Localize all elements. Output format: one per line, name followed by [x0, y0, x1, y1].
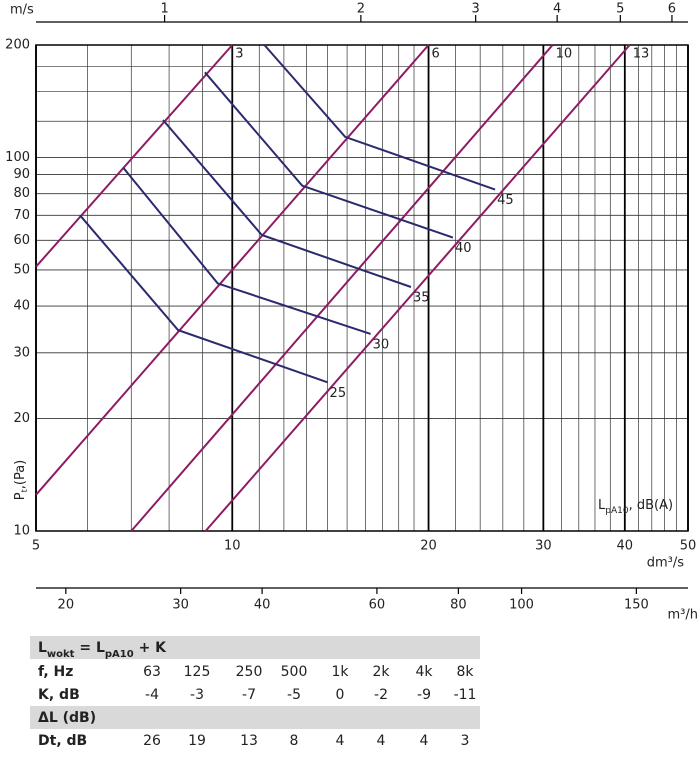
x-tick-label: 10 — [224, 539, 241, 554]
table-row-label: f, Hz — [38, 664, 73, 680]
sound-line — [263, 44, 496, 191]
sound-legend-part: pA10 — [605, 506, 629, 516]
velocity-line — [35, 44, 234, 268]
sound-label: 25 — [330, 386, 347, 401]
sound-label: 40 — [455, 241, 472, 256]
bottom-tick-label: 40 — [254, 598, 271, 613]
y-tick-label: 200 — [5, 38, 30, 53]
table-formula-part: + K — [134, 640, 167, 656]
table-formula-part: = L — [74, 640, 104, 656]
bottom-tick-label: 30 — [172, 598, 189, 613]
table-cell: 4 — [377, 733, 386, 749]
x-tick-label: 20 — [420, 539, 437, 554]
table-cell: 4 — [336, 733, 345, 749]
table-section: ΔL (dB) — [38, 710, 96, 726]
table-cell: -4 — [145, 687, 159, 703]
sound-line — [122, 166, 371, 335]
top-axis-label: m/s — [10, 3, 34, 18]
sound-label: 30 — [373, 337, 390, 352]
velocity-label: 3 — [235, 47, 243, 62]
table-formula: Lwokt = LpA10 + K — [38, 640, 167, 660]
y-axis-label-part: ,(Pa) — [13, 460, 28, 490]
table-header-bg — [30, 706, 480, 729]
table-cell: 4 — [420, 733, 429, 749]
sound-line — [79, 214, 328, 384]
top-tick-label: 6 — [668, 2, 676, 17]
y-axis-label: Pt,(Pa) — [13, 460, 30, 500]
velocity-line — [35, 44, 430, 496]
y-tick-label: 20 — [13, 411, 30, 426]
table-cell: -2 — [374, 687, 388, 703]
table-row-label: K, dB — [38, 687, 80, 703]
table-cell: 0 — [336, 687, 345, 703]
table-cell: 8 — [290, 733, 299, 749]
top-tick-label: 3 — [472, 2, 480, 17]
sound-legend-part: , dB(A) — [629, 498, 673, 513]
sound-line — [162, 119, 412, 288]
table-cell: -11 — [454, 687, 477, 703]
bottom-tick-label: 20 — [58, 598, 75, 613]
y-axis-label-part: P — [13, 492, 28, 500]
y-tick-label: 60 — [13, 233, 30, 248]
table-cell: 8k — [456, 664, 474, 680]
table-cell: 500 — [281, 664, 308, 680]
top-tick-label: 4 — [553, 2, 561, 17]
top-tick-label: 1 — [160, 2, 168, 17]
top-tick-label: 5 — [616, 2, 624, 17]
table-cell: 19 — [188, 733, 206, 749]
y-tick-label: 50 — [13, 262, 30, 277]
y-tick-label: 100 — [5, 150, 30, 165]
sound-legend-part: L — [598, 498, 606, 513]
y-tick-label: 40 — [13, 299, 30, 314]
table-cell: -7 — [242, 687, 256, 703]
table-formula-part: L — [38, 640, 47, 656]
table-cell: 26 — [143, 733, 161, 749]
table-cell: 1k — [331, 664, 349, 680]
x-tick-label: 5 — [32, 539, 40, 554]
table-cell: -5 — [287, 687, 301, 703]
bottom-tick-label: 60 — [369, 598, 386, 613]
sound-label: 35 — [413, 290, 430, 305]
table-formula-part: wokt — [47, 649, 75, 660]
sound-label: 45 — [497, 193, 514, 208]
x-tick-label: 50 — [680, 539, 697, 554]
top-tick-label: 2 — [357, 2, 365, 17]
x-tick-label: 40 — [617, 539, 634, 554]
velocity-line — [130, 44, 554, 532]
y-tick-label: 70 — [13, 208, 30, 223]
sound-legend: LpA10, dB(A) — [598, 498, 673, 516]
velocity-line — [204, 44, 631, 532]
y-tick-label: 90 — [13, 167, 30, 182]
table-header-bg — [30, 636, 480, 659]
table-cell: 250 — [236, 664, 263, 680]
table-cell: 2k — [372, 664, 390, 680]
table-cell: 3 — [461, 733, 470, 749]
plot-frame — [35, 44, 689, 532]
velocity-label: 6 — [432, 47, 440, 62]
y-tick-label: 30 — [13, 345, 30, 360]
velocity-label: 10 — [556, 47, 573, 62]
table-row-label: Dt, dB — [38, 733, 87, 749]
bottom-tick-label: 100 — [509, 598, 534, 613]
x-tick-label: 30 — [535, 539, 552, 554]
bottom-axis-label: m³/h — [668, 608, 699, 623]
x-axis-label: dm³/s — [647, 556, 685, 571]
table-cell: 125 — [184, 664, 211, 680]
y-tick-label: 10 — [13, 524, 30, 539]
y-axis-label-part: t — [20, 489, 29, 492]
table-cell: 13 — [240, 733, 258, 749]
table-cell: 4k — [415, 664, 433, 680]
table-cell: -3 — [190, 687, 204, 703]
table-cell: -9 — [417, 687, 431, 703]
y-tick-label: 80 — [13, 186, 30, 201]
table: Lwokt = LpA10 + K f, Hz 63 125 250 500 1k 2k 4k 8… — [30, 636, 480, 749]
velocity-label: 13 — [633, 47, 650, 62]
table-formula-part: pA10 — [105, 649, 134, 660]
bottom-tick-label: 80 — [450, 598, 467, 613]
table-cell: 63 — [143, 664, 161, 680]
sound-line — [204, 71, 454, 239]
bottom-tick-label: 150 — [624, 598, 649, 613]
